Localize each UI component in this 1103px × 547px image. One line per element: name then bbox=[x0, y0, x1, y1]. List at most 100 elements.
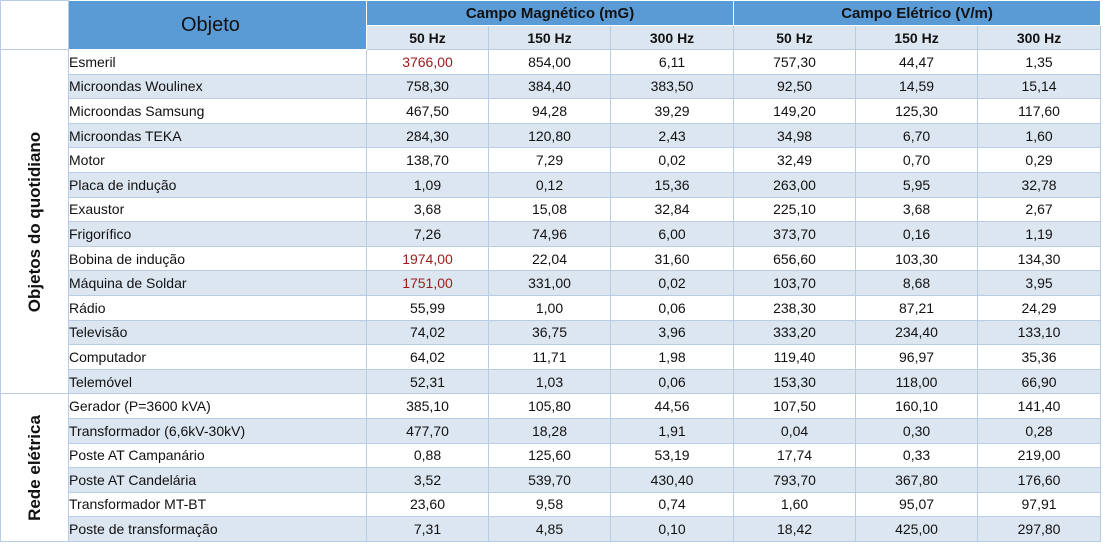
value-cell: 0,02 bbox=[609, 270, 735, 296]
value-cell: 103,70 bbox=[733, 270, 857, 296]
value-cell: 3766,00 bbox=[366, 49, 489, 75]
value-cell: 225,10 bbox=[733, 196, 857, 223]
value-cell: 0,16 bbox=[855, 221, 979, 247]
object-name-cell: Computador bbox=[68, 344, 367, 370]
value-cell: 656,60 bbox=[733, 245, 857, 272]
value-cell: 153,30 bbox=[733, 368, 857, 395]
table-row: Telemóvel 52,31 1,03 0,06 153,30 118,00 66,90 bbox=[1, 368, 1102, 395]
value-cell: 331,00 bbox=[488, 270, 611, 296]
value-cell: 1,98 bbox=[609, 344, 735, 370]
value-cell: 385,10 bbox=[366, 393, 489, 419]
value-cell: 1,03 bbox=[488, 368, 611, 395]
value-cell: 539,70 bbox=[488, 467, 611, 493]
value-cell: 0,06 bbox=[609, 294, 735, 321]
object-name-cell: Motor bbox=[68, 147, 367, 173]
value-cell: 219,00 bbox=[977, 442, 1102, 469]
value-cell: 854,00 bbox=[488, 49, 611, 75]
value-cell: 0,02 bbox=[609, 147, 735, 173]
value-cell: 133,10 bbox=[977, 319, 1102, 346]
object-name-cell: Poste AT Campanário bbox=[68, 442, 367, 469]
value-cell: 0,30 bbox=[855, 417, 979, 444]
value-cell: 1,60 bbox=[733, 491, 857, 518]
value-cell: 32,78 bbox=[977, 171, 1102, 198]
freq-header-ele-50: 50 Hz bbox=[733, 25, 857, 50]
value-cell: 52,31 bbox=[366, 368, 489, 395]
value-cell: 120,80 bbox=[488, 122, 611, 149]
object-name-cell: Poste de transformação bbox=[68, 516, 367, 542]
value-cell: 1,91 bbox=[609, 417, 735, 444]
table-row: Máquina de Soldar 1751,00 331,00 0,02 103,70… bbox=[1, 270, 1102, 296]
value-cell: 176,60 bbox=[977, 467, 1102, 493]
value-cell: 0,70 bbox=[855, 147, 979, 173]
value-cell: 4,85 bbox=[488, 516, 611, 542]
object-name-cell: Rádio bbox=[68, 294, 367, 321]
value-cell: 134,30 bbox=[977, 245, 1102, 272]
value-cell: 15,36 bbox=[609, 171, 735, 198]
value-cell: 24,29 bbox=[977, 294, 1102, 321]
object-name-cell: Gerador (P=3600 kVA) bbox=[68, 393, 367, 419]
value-cell: 92,50 bbox=[733, 73, 857, 100]
magnetic-field-header: Campo Magnético (mG) bbox=[365, 0, 735, 26]
corner-cell bbox=[0, 0, 69, 50]
table-row: Poste de transformação 7,31 4,85 0,10 18,42 4… bbox=[1, 516, 1102, 542]
table-row: Rede elétrica Gerador (P=3600 kVA) 385,10 1… bbox=[0, 393, 1102, 542]
value-cell: 15,14 bbox=[977, 73, 1102, 100]
object-name-cell: Exaustor bbox=[68, 196, 367, 223]
value-cell: 74,02 bbox=[366, 319, 489, 346]
value-cell: 2,43 bbox=[609, 122, 735, 149]
value-cell: 149,20 bbox=[733, 98, 857, 124]
object-name-cell: Bobina de indução bbox=[68, 245, 367, 272]
value-cell: 125,60 bbox=[488, 442, 611, 469]
value-cell: 6,00 bbox=[609, 221, 735, 247]
value-cell: 3,68 bbox=[855, 196, 979, 223]
value-cell: 31,60 bbox=[609, 245, 735, 272]
value-cell: 14,59 bbox=[855, 73, 979, 100]
table-row: Microondas TEKA 284,30 120,80 2,43 34,98 6,70… bbox=[1, 122, 1102, 149]
value-cell: 0,88 bbox=[366, 442, 489, 469]
value-cell: 119,40 bbox=[733, 344, 857, 370]
value-cell: 757,30 bbox=[733, 49, 857, 75]
value-cell: 367,80 bbox=[855, 467, 979, 493]
category-cell: Objetos do quotidiano bbox=[0, 48, 69, 395]
value-cell: 105,80 bbox=[488, 393, 611, 419]
value-cell: 2,67 bbox=[977, 196, 1102, 223]
value-cell: 238,30 bbox=[733, 294, 857, 321]
value-cell: 36,75 bbox=[488, 319, 611, 346]
value-cell: 11,71 bbox=[488, 344, 611, 370]
value-cell: 9,58 bbox=[488, 491, 611, 518]
value-cell: 3,96 bbox=[609, 319, 735, 346]
value-cell: 1974,00 bbox=[366, 245, 489, 272]
table-row: Exaustor 3,68 15,08 32,84 225,10 3,68 2,67 bbox=[1, 196, 1102, 223]
value-cell: 44,47 bbox=[855, 49, 979, 75]
value-cell: 18,42 bbox=[733, 516, 857, 542]
value-cell: 0,06 bbox=[609, 368, 735, 395]
value-cell: 234,40 bbox=[855, 319, 979, 346]
value-cell: 34,98 bbox=[733, 122, 857, 149]
value-cell: 0,28 bbox=[977, 417, 1102, 444]
value-cell: 1,09 bbox=[366, 171, 489, 198]
table-row: Poste AT Candelária 3,52 539,70 430,40 793,7… bbox=[1, 467, 1102, 493]
category-label: Rede elétrica bbox=[24, 414, 44, 521]
value-cell: 35,36 bbox=[977, 344, 1102, 370]
value-cell: 15,08 bbox=[488, 196, 611, 223]
value-cell: 66,90 bbox=[977, 368, 1102, 395]
value-cell: 103,30 bbox=[855, 245, 979, 272]
freq-header-ele-300: 300 Hz bbox=[977, 25, 1102, 50]
value-cell: 32,84 bbox=[609, 196, 735, 223]
object-name-cell: Televisão bbox=[68, 319, 367, 346]
value-cell: 7,26 bbox=[366, 221, 489, 247]
value-cell: 0,10 bbox=[609, 516, 735, 542]
value-cell: 1,35 bbox=[977, 49, 1102, 75]
table-row: Computador 64,02 11,71 1,98 119,40 96,97 35,36 bbox=[1, 344, 1102, 370]
value-cell: 8,68 bbox=[855, 270, 979, 296]
value-cell: 3,68 bbox=[366, 196, 489, 223]
object-name-cell: Transformador MT-BT bbox=[68, 491, 367, 518]
value-cell: 95,07 bbox=[855, 491, 979, 518]
table-row: Poste AT Campanário 0,88 125,60 53,19 17,74 0… bbox=[1, 442, 1102, 469]
table-body: Objetos do quotidiano Esmeril 3766,00 854,0… bbox=[0, 48, 1102, 542]
value-cell: 0,12 bbox=[488, 171, 611, 198]
value-cell: 0,04 bbox=[733, 417, 857, 444]
table-row: Transformador MT-BT 23,60 9,58 0,74 1,60 95,0… bbox=[1, 491, 1102, 518]
value-cell: 7,29 bbox=[488, 147, 611, 173]
freq-header-mag-150: 150 Hz bbox=[488, 25, 611, 50]
